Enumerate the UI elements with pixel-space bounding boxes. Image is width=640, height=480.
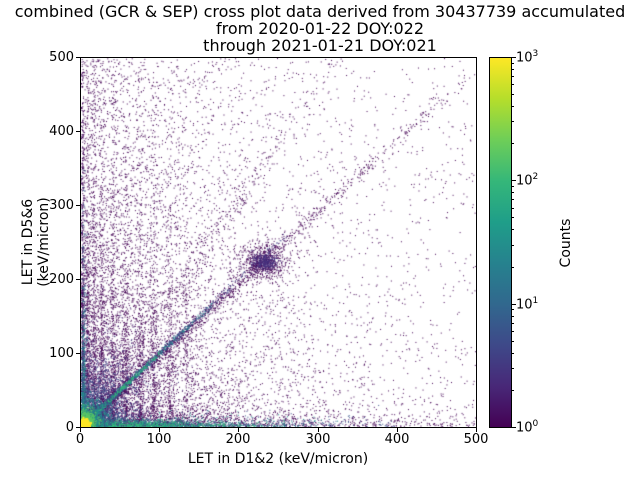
title-line-1: combined (GCR & SEP) cross plot data der… <box>14 2 626 21</box>
scatter-canvas <box>81 58 476 427</box>
tick-mark <box>76 57 80 58</box>
tick-mark <box>512 185 514 187</box>
plot-area <box>80 57 477 428</box>
chart-title: combined (GCR & SEP) cross plot data der… <box>0 3 640 54</box>
tick-mark <box>76 353 80 354</box>
title-line-2: from 2020-01-22 DOY:022 <box>215 19 424 38</box>
tick-mark <box>512 94 514 96</box>
y-tick-label: 100 <box>49 346 74 361</box>
tick-mark <box>512 389 514 391</box>
tick-mark <box>512 57 516 58</box>
title-line-3: through 2021-01-21 DOY:021 <box>203 36 437 55</box>
colorbar-tick-base: 10 <box>516 297 533 313</box>
tick-mark <box>317 428 319 432</box>
tick-mark <box>80 428 81 432</box>
y-tick-label: 0 <box>65 420 74 435</box>
tick-mark <box>512 180 516 182</box>
tick-mark <box>512 143 514 145</box>
x-tick-label: 500 <box>463 432 489 447</box>
x-axis-label: LET in D1&2 (keV/micron) <box>187 451 369 467</box>
tick-mark <box>238 428 240 432</box>
tick-mark <box>512 309 514 311</box>
colorbar-tick-label: 102 <box>516 172 550 188</box>
colorbar-tick-base: 10 <box>516 173 533 189</box>
tick-mark <box>512 315 514 317</box>
tick-mark <box>512 244 514 246</box>
tick-mark <box>512 266 514 268</box>
colorbar-tick-base: 10 <box>516 420 533 436</box>
tick-mark <box>512 352 514 354</box>
tick-mark <box>76 205 80 206</box>
tick-mark <box>512 84 514 86</box>
colorbar-tick-base: 10 <box>516 50 533 66</box>
colorbar-axis-label: Counts <box>558 218 574 268</box>
tick-mark <box>159 428 161 432</box>
colorbar-tick-label: 103 <box>516 49 550 65</box>
tick-mark <box>512 331 514 333</box>
x-tick-label: 400 <box>384 432 410 447</box>
colorbar-tick-exp: 0 <box>532 419 539 429</box>
x-tick-label: 200 <box>225 432 251 447</box>
x-tick-label: 300 <box>305 432 331 447</box>
colorbar-tick-exp: 1 <box>532 296 539 306</box>
tick-mark <box>512 199 514 201</box>
tick-mark <box>76 279 80 280</box>
tick-mark <box>512 217 514 219</box>
y-tick-label: 400 <box>49 124 74 139</box>
tick-mark <box>512 192 514 194</box>
y-tick-label: 300 <box>49 198 74 213</box>
x-tick-label: 0 <box>75 432 85 447</box>
tick-mark <box>76 131 80 132</box>
colorbar-tick-label: 100 <box>516 419 550 435</box>
tick-mark <box>512 322 514 324</box>
tick-mark <box>512 62 514 64</box>
tick-mark <box>512 303 516 305</box>
tick-mark <box>512 68 514 70</box>
y-axis-label: LET in D5&6 (keV/micron) <box>20 197 52 287</box>
tick-mark <box>512 207 514 209</box>
tick-mark <box>512 340 514 342</box>
tick-mark <box>476 428 477 432</box>
tick-mark <box>512 368 514 370</box>
tick-mark <box>512 229 514 231</box>
tick-mark <box>512 121 514 123</box>
tick-mark <box>512 427 516 428</box>
y-tick-label: 500 <box>49 50 74 65</box>
tick-mark <box>396 428 398 432</box>
colorbar <box>489 57 512 428</box>
tick-mark <box>76 427 80 428</box>
colorbar-tick-exp: 2 <box>532 172 539 182</box>
colorbar-tick-label: 101 <box>516 296 550 312</box>
colorbar-tick-exp: 3 <box>532 49 539 59</box>
tick-mark <box>512 76 514 78</box>
y-tick-label: 200 <box>49 272 74 287</box>
x-tick-label: 100 <box>146 432 172 447</box>
tick-mark <box>512 106 514 108</box>
